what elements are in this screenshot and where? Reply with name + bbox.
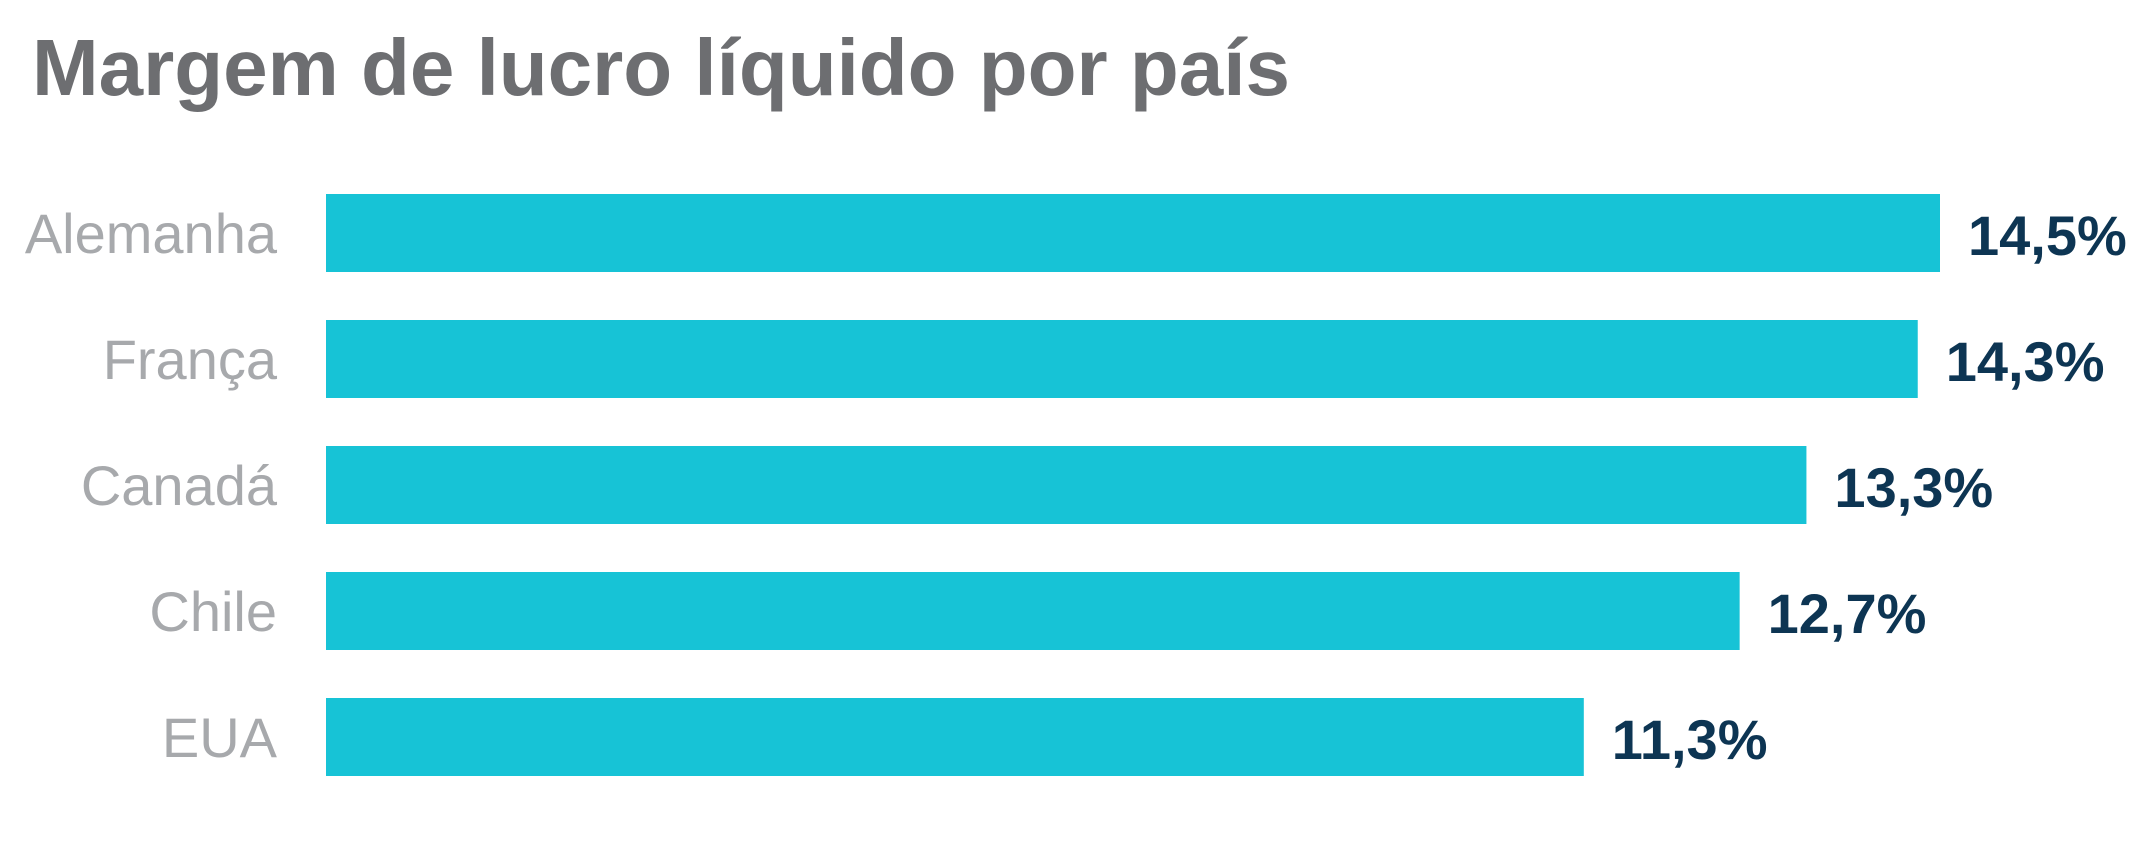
bars-group	[326, 194, 1940, 776]
bar-alemanha	[326, 194, 1940, 272]
category-label-eua: EUA	[162, 706, 278, 769]
category-label-chile: Chile	[149, 580, 277, 643]
value-label-alemanha: 14,5%	[1968, 204, 2127, 267]
value-labels-group: 14,5% 14,3% 13,3% 12,7%11,3%	[1612, 204, 2127, 771]
bar-eua	[326, 698, 1584, 776]
category-labels-group: Alemanha França Canadá Chile EUA	[25, 202, 278, 769]
category-label-canada: Canadá	[81, 454, 278, 517]
category-label-franca: França	[103, 328, 278, 391]
category-label-alemanha: Alemanha	[25, 202, 278, 265]
value-label-franca: 14,3%	[1946, 330, 2105, 393]
bar-franca	[326, 320, 1918, 398]
value-label-chile: 12,7%	[1768, 582, 1927, 645]
value-label-canada: 13,3%	[1834, 456, 1993, 519]
bar-chile	[326, 572, 1740, 650]
value-label-eua: 11,3%	[1612, 708, 1768, 771]
bar-canada	[326, 446, 1807, 524]
chart-title: Margem de lucro líquido por país	[32, 23, 1290, 112]
